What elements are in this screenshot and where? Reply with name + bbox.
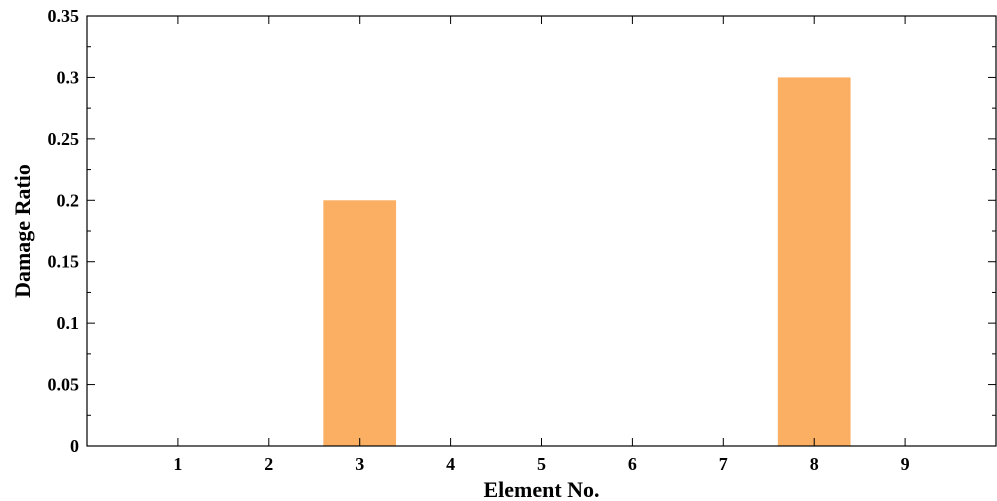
y-tick-label-1: 0.05 bbox=[48, 375, 80, 395]
x-tick-label-6: 6 bbox=[628, 454, 637, 474]
x-tick-label-7: 7 bbox=[719, 454, 728, 474]
y-tick-label-0: 0 bbox=[70, 436, 79, 456]
tick-labels-layer: 1 2 3 4 5 6 7 8 9 0 0.05 0.1 0.15 0.2 0.25 0.3 0.35 bbox=[48, 6, 910, 474]
y-tick-label-6: 0.3 bbox=[57, 67, 80, 87]
bars-layer bbox=[323, 77, 851, 446]
y-tick-label-2: 0.1 bbox=[57, 313, 80, 333]
plot-frame bbox=[86, 15, 997, 447]
x-tick-label-5: 5 bbox=[537, 454, 546, 474]
ticks-layer bbox=[87, 15, 996, 447]
y-tick-label-5: 0.25 bbox=[48, 129, 80, 149]
bar-element-3 bbox=[323, 200, 397, 446]
x-axis-title: Element No. bbox=[483, 477, 599, 501]
y-tick-label-4: 0.2 bbox=[57, 190, 80, 210]
y-tick-label-3: 0.15 bbox=[48, 252, 80, 272]
x-tick-label-9: 9 bbox=[901, 454, 910, 474]
y-axis-title: Damage Ratio bbox=[10, 164, 35, 298]
x-tick-label-8: 8 bbox=[810, 454, 819, 474]
x-tick-label-3: 3 bbox=[355, 454, 364, 474]
x-tick-label-2: 2 bbox=[264, 454, 273, 474]
x-tick-label-4: 4 bbox=[446, 454, 455, 474]
bar-element-8 bbox=[777, 77, 851, 446]
y-tick-label-7: 0.35 bbox=[48, 6, 80, 26]
x-tick-label-1: 1 bbox=[173, 454, 182, 474]
